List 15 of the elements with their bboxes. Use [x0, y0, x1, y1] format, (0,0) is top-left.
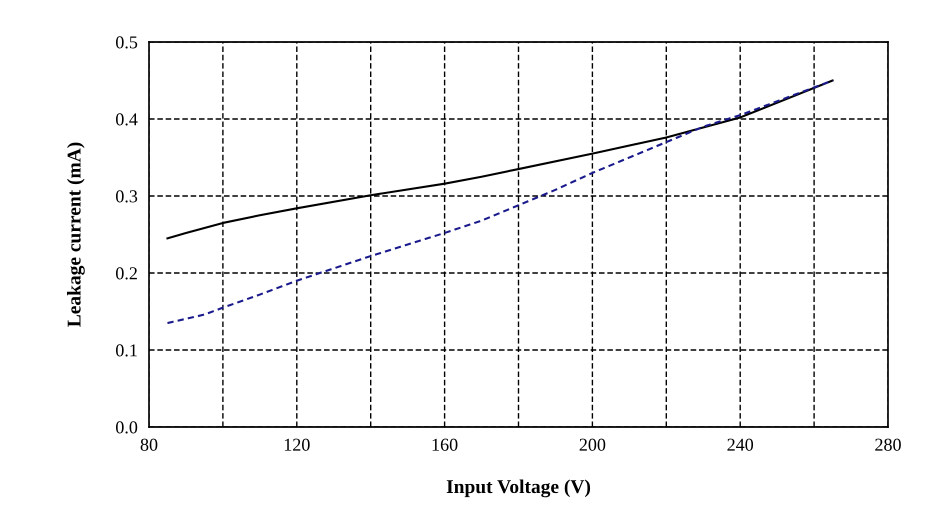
- y-tick-label: 0.0: [116, 421, 138, 434]
- y-tick-label: 0.5: [116, 36, 138, 49]
- y-axis-title: Leakage current (mA): [66, 142, 85, 327]
- x-tick-label: 280: [875, 438, 901, 451]
- y-tick-label: 0.3: [116, 190, 138, 203]
- x-tick-label: 160: [432, 438, 458, 451]
- x-tick-label: 80: [140, 438, 158, 451]
- x-tick-label: 120: [284, 438, 310, 451]
- x-tick-label: 200: [580, 438, 606, 451]
- x-tick-label: 240: [727, 438, 754, 451]
- x-axis-title: Input Voltage (V): [446, 479, 590, 498]
- y-tick-label: 0.2: [116, 267, 137, 280]
- y-tick-label: 0.4: [116, 113, 138, 126]
- y-tick-label: 0.1: [116, 344, 137, 357]
- line-series: [166, 79, 834, 324]
